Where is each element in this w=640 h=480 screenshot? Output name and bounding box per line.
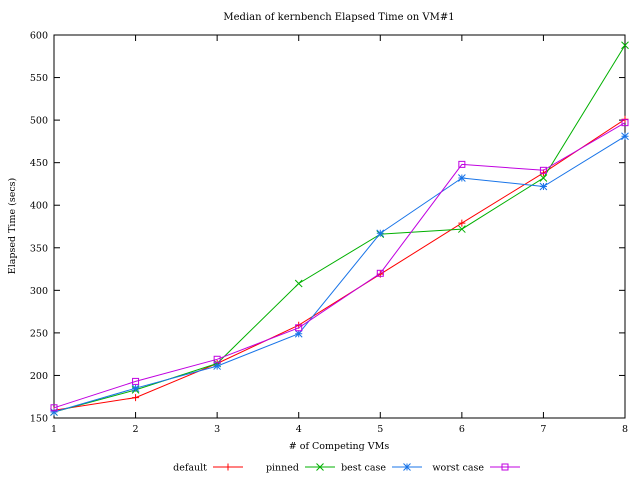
data-point-best-case: [376, 229, 385, 238]
series-best-case: [50, 132, 629, 416]
legend: default pinned best case worst case: [173, 463, 520, 474]
series-line-best-case: [53, 135, 626, 413]
data-point-best-case: [458, 174, 466, 182]
legend-entry-default: default: [173, 463, 243, 474]
data-point-pinned: [539, 174, 548, 182]
y-tick-label: 250: [30, 328, 48, 339]
data-point-best-case: [621, 132, 629, 141]
y-tick-label: 500: [30, 116, 48, 127]
axis-ticks: 150 200 250 300 350 400 450 500 550 600 1 2 3 4 5 6 7 8: [30, 31, 628, 436]
y-tick-label: 600: [30, 31, 48, 42]
y-tick-label: 550: [30, 73, 48, 84]
legend-entry-worst-case: worst case: [432, 463, 520, 474]
series-line-worst-case: [53, 122, 626, 409]
legend-label-worst-case: worst case: [432, 463, 484, 474]
data-point-best-case: [294, 329, 303, 338]
series-line-pinned: [53, 44, 626, 413]
legend-marker-pinned: [316, 463, 324, 471]
chart-title: Median of kernbench Elapsed Time on VM#1: [223, 12, 454, 23]
series-pinned: [50, 41, 629, 416]
data-point-default: [132, 394, 140, 402]
x-tick-label: 5: [377, 424, 383, 435]
data-point-best-case: [50, 408, 58, 416]
data-point-pinned: [294, 279, 303, 288]
x-tick-label: 7: [540, 424, 546, 435]
data-point-worst-case: [295, 324, 303, 332]
legend-label-pinned: pinned: [266, 463, 299, 474]
series-default: [50, 115, 629, 414]
series-worst-case: [50, 119, 629, 412]
legend-label-best-case: best case: [341, 463, 386, 474]
x-tick-label: 3: [214, 424, 220, 435]
data-point-worst-case: [376, 269, 384, 277]
legend-label-default: default: [173, 463, 207, 474]
y-tick-label: 350: [30, 243, 48, 254]
data-point-worst-case: [621, 119, 629, 127]
legend-marker-best-case: [403, 463, 411, 471]
y-tick-label: 150: [30, 414, 48, 425]
x-tick-label: 1: [51, 424, 57, 435]
legend-entry-best-case: best case: [341, 463, 422, 474]
x-tick-label: 8: [622, 424, 628, 435]
data-point-pinned: [621, 41, 629, 50]
data-point-default: [458, 219, 466, 227]
legend-marker-worst-case: [501, 463, 509, 471]
y-axis-label: Elapsed Time (secs): [7, 178, 18, 274]
series-line-default: [53, 118, 626, 411]
x-tick-label: 4: [296, 424, 302, 435]
data-point-worst-case: [213, 355, 221, 363]
plot-area-frame: [53, 34, 626, 419]
series-layer: [50, 41, 629, 416]
data-point-best-case: [213, 362, 221, 370]
x-tick-label: 2: [133, 424, 139, 435]
legend-marker-default: [224, 463, 232, 471]
data-point-worst-case: [132, 377, 140, 385]
data-point-worst-case: [458, 160, 466, 168]
y-tick-label: 300: [30, 286, 48, 297]
legend-entry-pinned: pinned: [266, 463, 335, 474]
data-point-worst-case: [539, 166, 547, 174]
x-axis-label: # of Competing VMs: [289, 441, 390, 452]
x-tick-label: 6: [459, 424, 465, 435]
data-point-worst-case: [50, 404, 58, 412]
data-point-best-case: [131, 384, 140, 393]
y-tick-label: 200: [30, 371, 48, 382]
y-tick-label: 450: [30, 158, 48, 169]
data-point-pinned: [458, 225, 466, 233]
data-point-best-case: [539, 182, 548, 191]
y-tick-label: 400: [30, 201, 48, 212]
